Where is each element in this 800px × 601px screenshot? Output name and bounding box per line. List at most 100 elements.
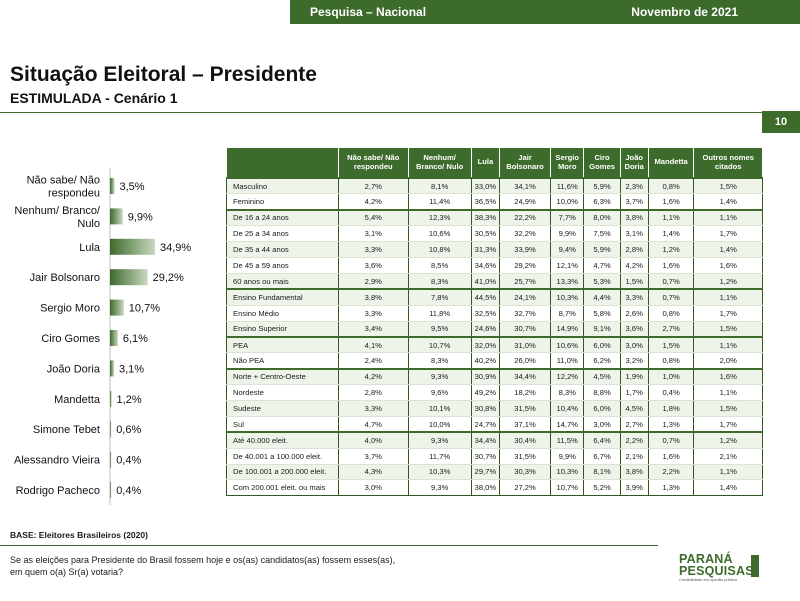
table-cell: 4,0%	[338, 431, 409, 449]
page-number: 10	[762, 111, 800, 133]
table-cell: 38,3%	[471, 208, 501, 227]
row-label: Feminino	[226, 193, 339, 211]
table-cell: 14,7%	[550, 416, 585, 433]
row-label: Sul	[226, 416, 339, 433]
bar-9	[110, 451, 112, 468]
table-cell: 10,7%	[408, 335, 472, 354]
table-cell: 29,7%	[471, 464, 501, 481]
table-cell: 6,0%	[583, 400, 621, 417]
column-header: Sergio Moro	[550, 148, 585, 178]
table-cell: 3,3%	[338, 400, 409, 417]
table-cell: 1,6%	[648, 448, 695, 465]
table-cell: 2,2%	[620, 431, 649, 449]
bar-value-label: 9,9%	[128, 211, 153, 223]
table-cell: 1,2%	[648, 241, 695, 258]
table-cell: 3,8%	[620, 464, 649, 481]
table-cell: 3,3%	[338, 305, 409, 322]
row-label: PEA	[226, 335, 339, 354]
column-header: Lula	[471, 148, 501, 178]
table-cell: 9,9%	[550, 448, 585, 465]
category-label: Simone Tebet	[33, 424, 100, 436]
table-cell: 7,5%	[583, 225, 621, 243]
table-cell: 2,0%	[693, 352, 763, 370]
table-cell: 4,7%	[583, 257, 621, 274]
category-label-line: Rodrigo Pacheco	[16, 485, 100, 497]
table-cell: 8,3%	[408, 352, 472, 370]
bar-6	[110, 360, 114, 377]
table-cell: 33,0%	[471, 177, 501, 195]
table-cell: 5,9%	[583, 241, 621, 258]
table-cell: 40,2%	[471, 352, 501, 370]
table-row: Sul 4,7% 10,0% 24,7% 37,1% 14,7% 3,0% 2,7% 1,3% 1…	[226, 416, 763, 433]
table-cell: 8,3%	[550, 384, 585, 401]
bar-2	[110, 238, 155, 255]
bar-10	[110, 482, 112, 498]
table-cell: 38,0%	[471, 479, 501, 497]
table-row: Masculino 2,7% 8,1% 33,0% 34,1% 11,6% 5,9% 2,3%…	[226, 177, 763, 195]
table-cell: 3,6%	[620, 321, 649, 338]
question-text: Se as eleições para Presidente do Brasil…	[10, 554, 480, 578]
table-cell: 1,9%	[620, 367, 649, 386]
table-header-row: Não sabe/ Não respondeu Nenhum/Branco/ Nul…	[226, 148, 763, 178]
table-cell: 29,2%	[499, 257, 552, 274]
table-cell: 37,1%	[499, 416, 552, 433]
table-cell: 6,2%	[583, 352, 621, 370]
table-cell: 34,1%	[499, 177, 552, 195]
table-cell: 10,7%	[550, 479, 585, 497]
crosstab-table: Não sabe/ Não respondeu Nenhum/Branco/ Nul…	[226, 148, 763, 497]
table-cell: 9,6%	[408, 384, 472, 401]
table-cell: 9,9%	[550, 225, 585, 243]
column-header: Outros nomes citados	[693, 148, 763, 178]
column-header: Não sabe/ Não respondeu	[338, 148, 409, 178]
row-label: Sudeste	[226, 400, 339, 417]
table-cell: 11,5%	[550, 431, 585, 449]
table-cell: 1,4%	[648, 225, 695, 243]
question-line-1: Se as eleições para Presidente do Brasil…	[10, 555, 396, 565]
table-cell: 3,7%	[620, 193, 649, 211]
table-cell: 32,0%	[471, 335, 501, 354]
table-cell: 11,8%	[408, 305, 472, 322]
row-label: 60 anos ou mais	[226, 273, 339, 290]
table-cell: 2,4%	[338, 352, 409, 370]
logo-tagline: Credibilidade em opinião pública	[679, 577, 737, 582]
row-label: Com 200.001 eleit. ou mais	[226, 479, 339, 497]
category-label: João Doria	[47, 363, 101, 375]
row-label: Nordeste	[226, 384, 339, 401]
table-cell: 36,5%	[471, 193, 501, 211]
category-label-line: Mandetta	[54, 394, 101, 406]
table-cell: 4,4%	[583, 288, 621, 306]
table-cell: 30,5%	[471, 225, 501, 243]
table-cell: 24,9%	[499, 193, 552, 211]
table-cell: 1,2%	[693, 273, 763, 290]
row-label: Norte + Centro-Oeste	[226, 367, 339, 386]
table-cell: 27,2%	[499, 479, 552, 497]
table-cell: 4,5%	[620, 400, 649, 417]
table-cell: 10,0%	[550, 193, 585, 211]
row-label: De 40.001 a 100.000 eleit.	[226, 448, 339, 465]
table-cell: 24,7%	[471, 416, 501, 433]
table-cell: 10,4%	[550, 400, 585, 417]
table-cell: 5,8%	[583, 305, 621, 322]
table-cell: 26,0%	[499, 352, 552, 370]
bar-4	[110, 299, 124, 316]
table-cell: 10,8%	[408, 241, 472, 258]
category-label-line: Sergio Moro	[40, 303, 100, 315]
row-label: De 25 a 34 anos	[226, 225, 339, 243]
table-cell: 7,8%	[408, 288, 472, 306]
table-row: De 100.001 a 200.000 eleit. 4,3% 10,3% 29,7…	[226, 464, 763, 481]
table-cell: 5,9%	[583, 177, 621, 195]
table-row: De 40.001 a 100.000 eleit. 3,7% 11,7% 30,7%…	[226, 448, 763, 465]
table-cell: 10,3%	[408, 464, 472, 481]
table-cell: 14,9%	[550, 321, 585, 338]
table-row: Nordeste 2,8% 9,6% 49,2% 18,2% 8,3% 8,8% 1,7% 0,…	[226, 384, 763, 401]
table-cell: 31,5%	[499, 448, 552, 465]
row-label: Ensino Superior	[226, 321, 339, 338]
category-label-line: Jair Bolsonaro	[30, 272, 100, 284]
page-subtitle: ESTIMULADA - Cenário 1	[10, 90, 178, 106]
row-label: Até 40.000 eleit.	[226, 431, 339, 449]
bar-value-label: 3,1%	[119, 363, 144, 375]
table-cell: 3,3%	[620, 288, 649, 306]
table-cell: 10,1%	[408, 400, 472, 417]
category-label-line: Alessandro Vieira	[14, 455, 101, 467]
bar-value-label: 0,4%	[116, 485, 141, 497]
